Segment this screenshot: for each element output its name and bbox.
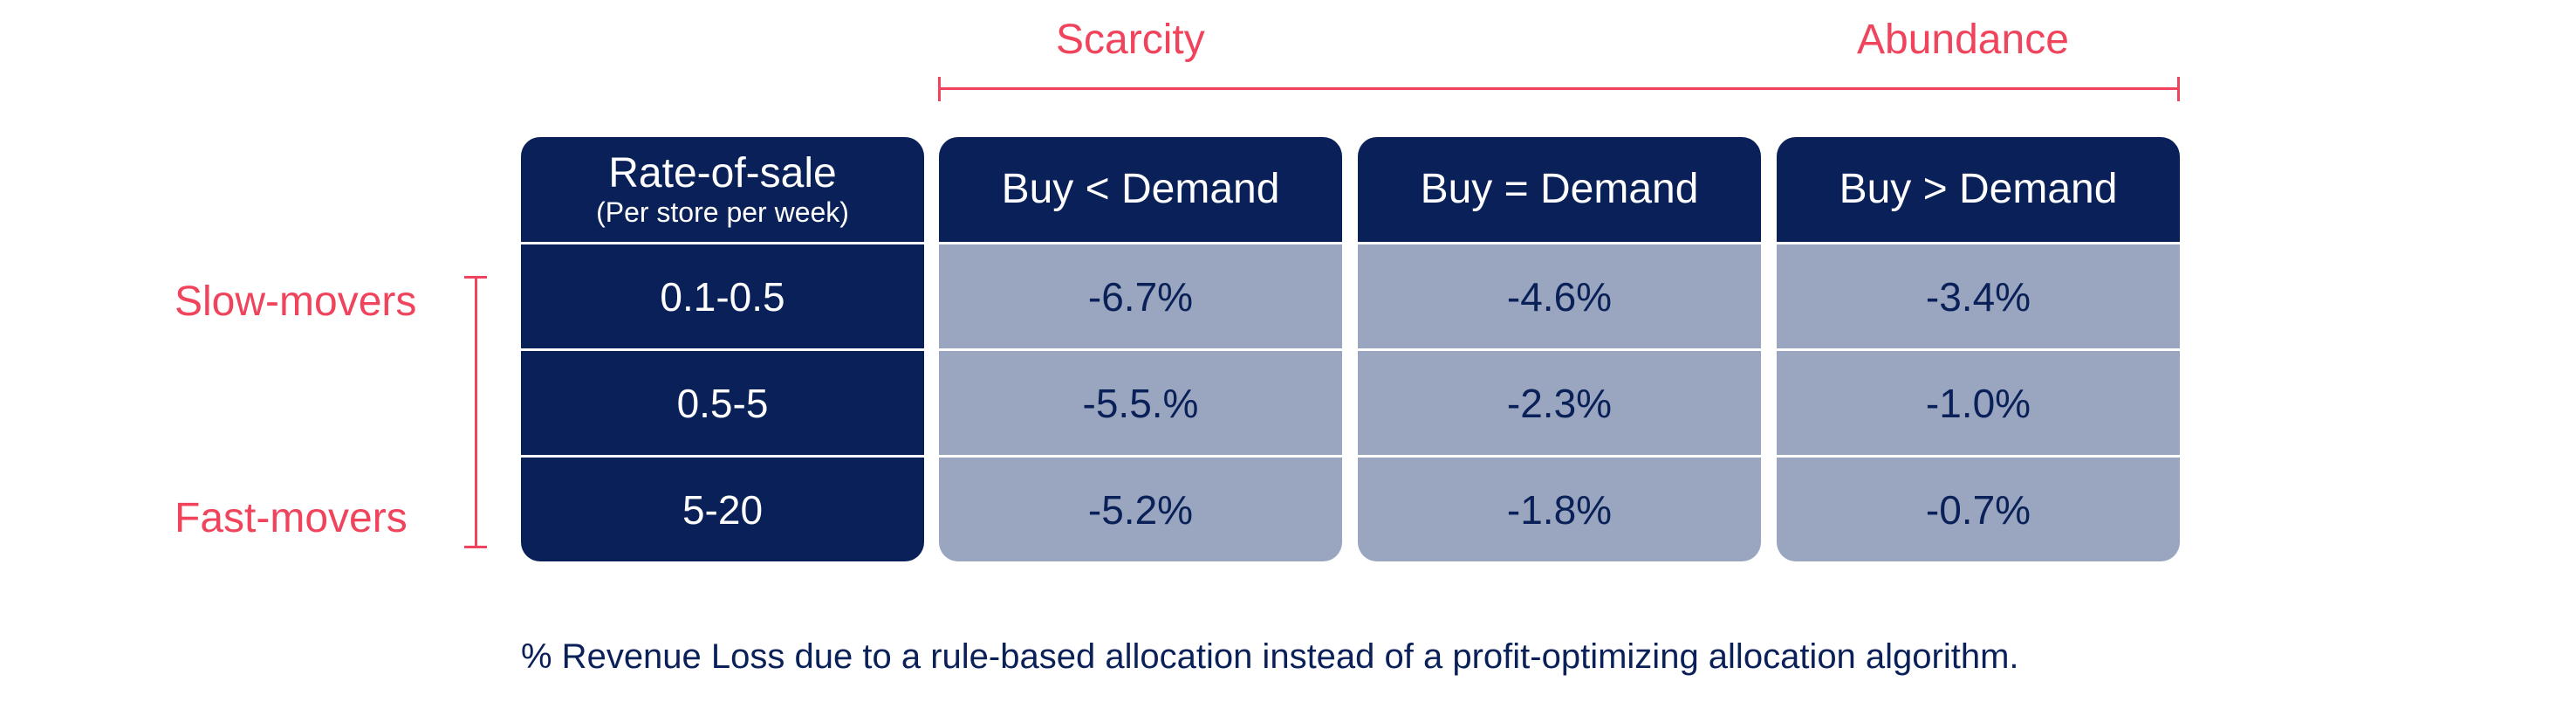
value-cell: -0.7% (1777, 458, 2180, 561)
row-label-fast: 5-20 (521, 458, 924, 561)
value-cell: -1.8% (1358, 458, 1761, 561)
column-header: Buy = Demand (1358, 137, 1761, 244)
slow-movers-label: Slow-movers (175, 279, 417, 325)
row-label-slow: 0.1-0.5 (521, 244, 924, 351)
value-cell: -5.5.% (939, 351, 1342, 458)
scarcity-label: Scarcity (1056, 17, 1205, 63)
value-cell: -3.4% (1777, 244, 2180, 351)
rate-of-sale-header: Rate-of-sale (Per store per week) (521, 137, 924, 244)
column-header-label: Buy = Demand (1420, 165, 1699, 212)
value-cell: -6.7% (939, 244, 1342, 351)
column-header: Buy < Demand (939, 137, 1342, 244)
rate-of-sale-title: Rate-of-sale (608, 150, 837, 196)
abundance-label: Abundance (1857, 17, 2069, 63)
buy-equals-demand-column: Buy = Demand -4.6% -2.3% -1.8% (1358, 137, 1761, 561)
row-label-medium: 0.5-5 (521, 351, 924, 458)
rate-of-sale-subtitle: (Per store per week) (596, 196, 849, 228)
fast-movers-label: Fast-movers (175, 495, 408, 541)
value-cell: -4.6% (1358, 244, 1761, 351)
value-cell: -1.0% (1777, 351, 2180, 458)
value-cell: -5.2% (939, 458, 1342, 561)
value-cell: -2.3% (1358, 351, 1761, 458)
column-header-label: Buy > Demand (1839, 165, 2118, 212)
footnote: % Revenue Loss due to a rule-based alloc… (521, 637, 2019, 676)
buy-greater-than-demand-column: Buy > Demand -3.4% -1.0% -0.7% (1777, 137, 2180, 561)
buy-less-than-demand-column: Buy < Demand -6.7% -5.5.% -5.2% (939, 137, 1342, 561)
rate-of-sale-column: Rate-of-sale (Per store per week) 0.1-0.… (521, 137, 924, 561)
column-header: Buy > Demand (1777, 137, 2180, 244)
column-header-label: Buy < Demand (1001, 165, 1280, 212)
